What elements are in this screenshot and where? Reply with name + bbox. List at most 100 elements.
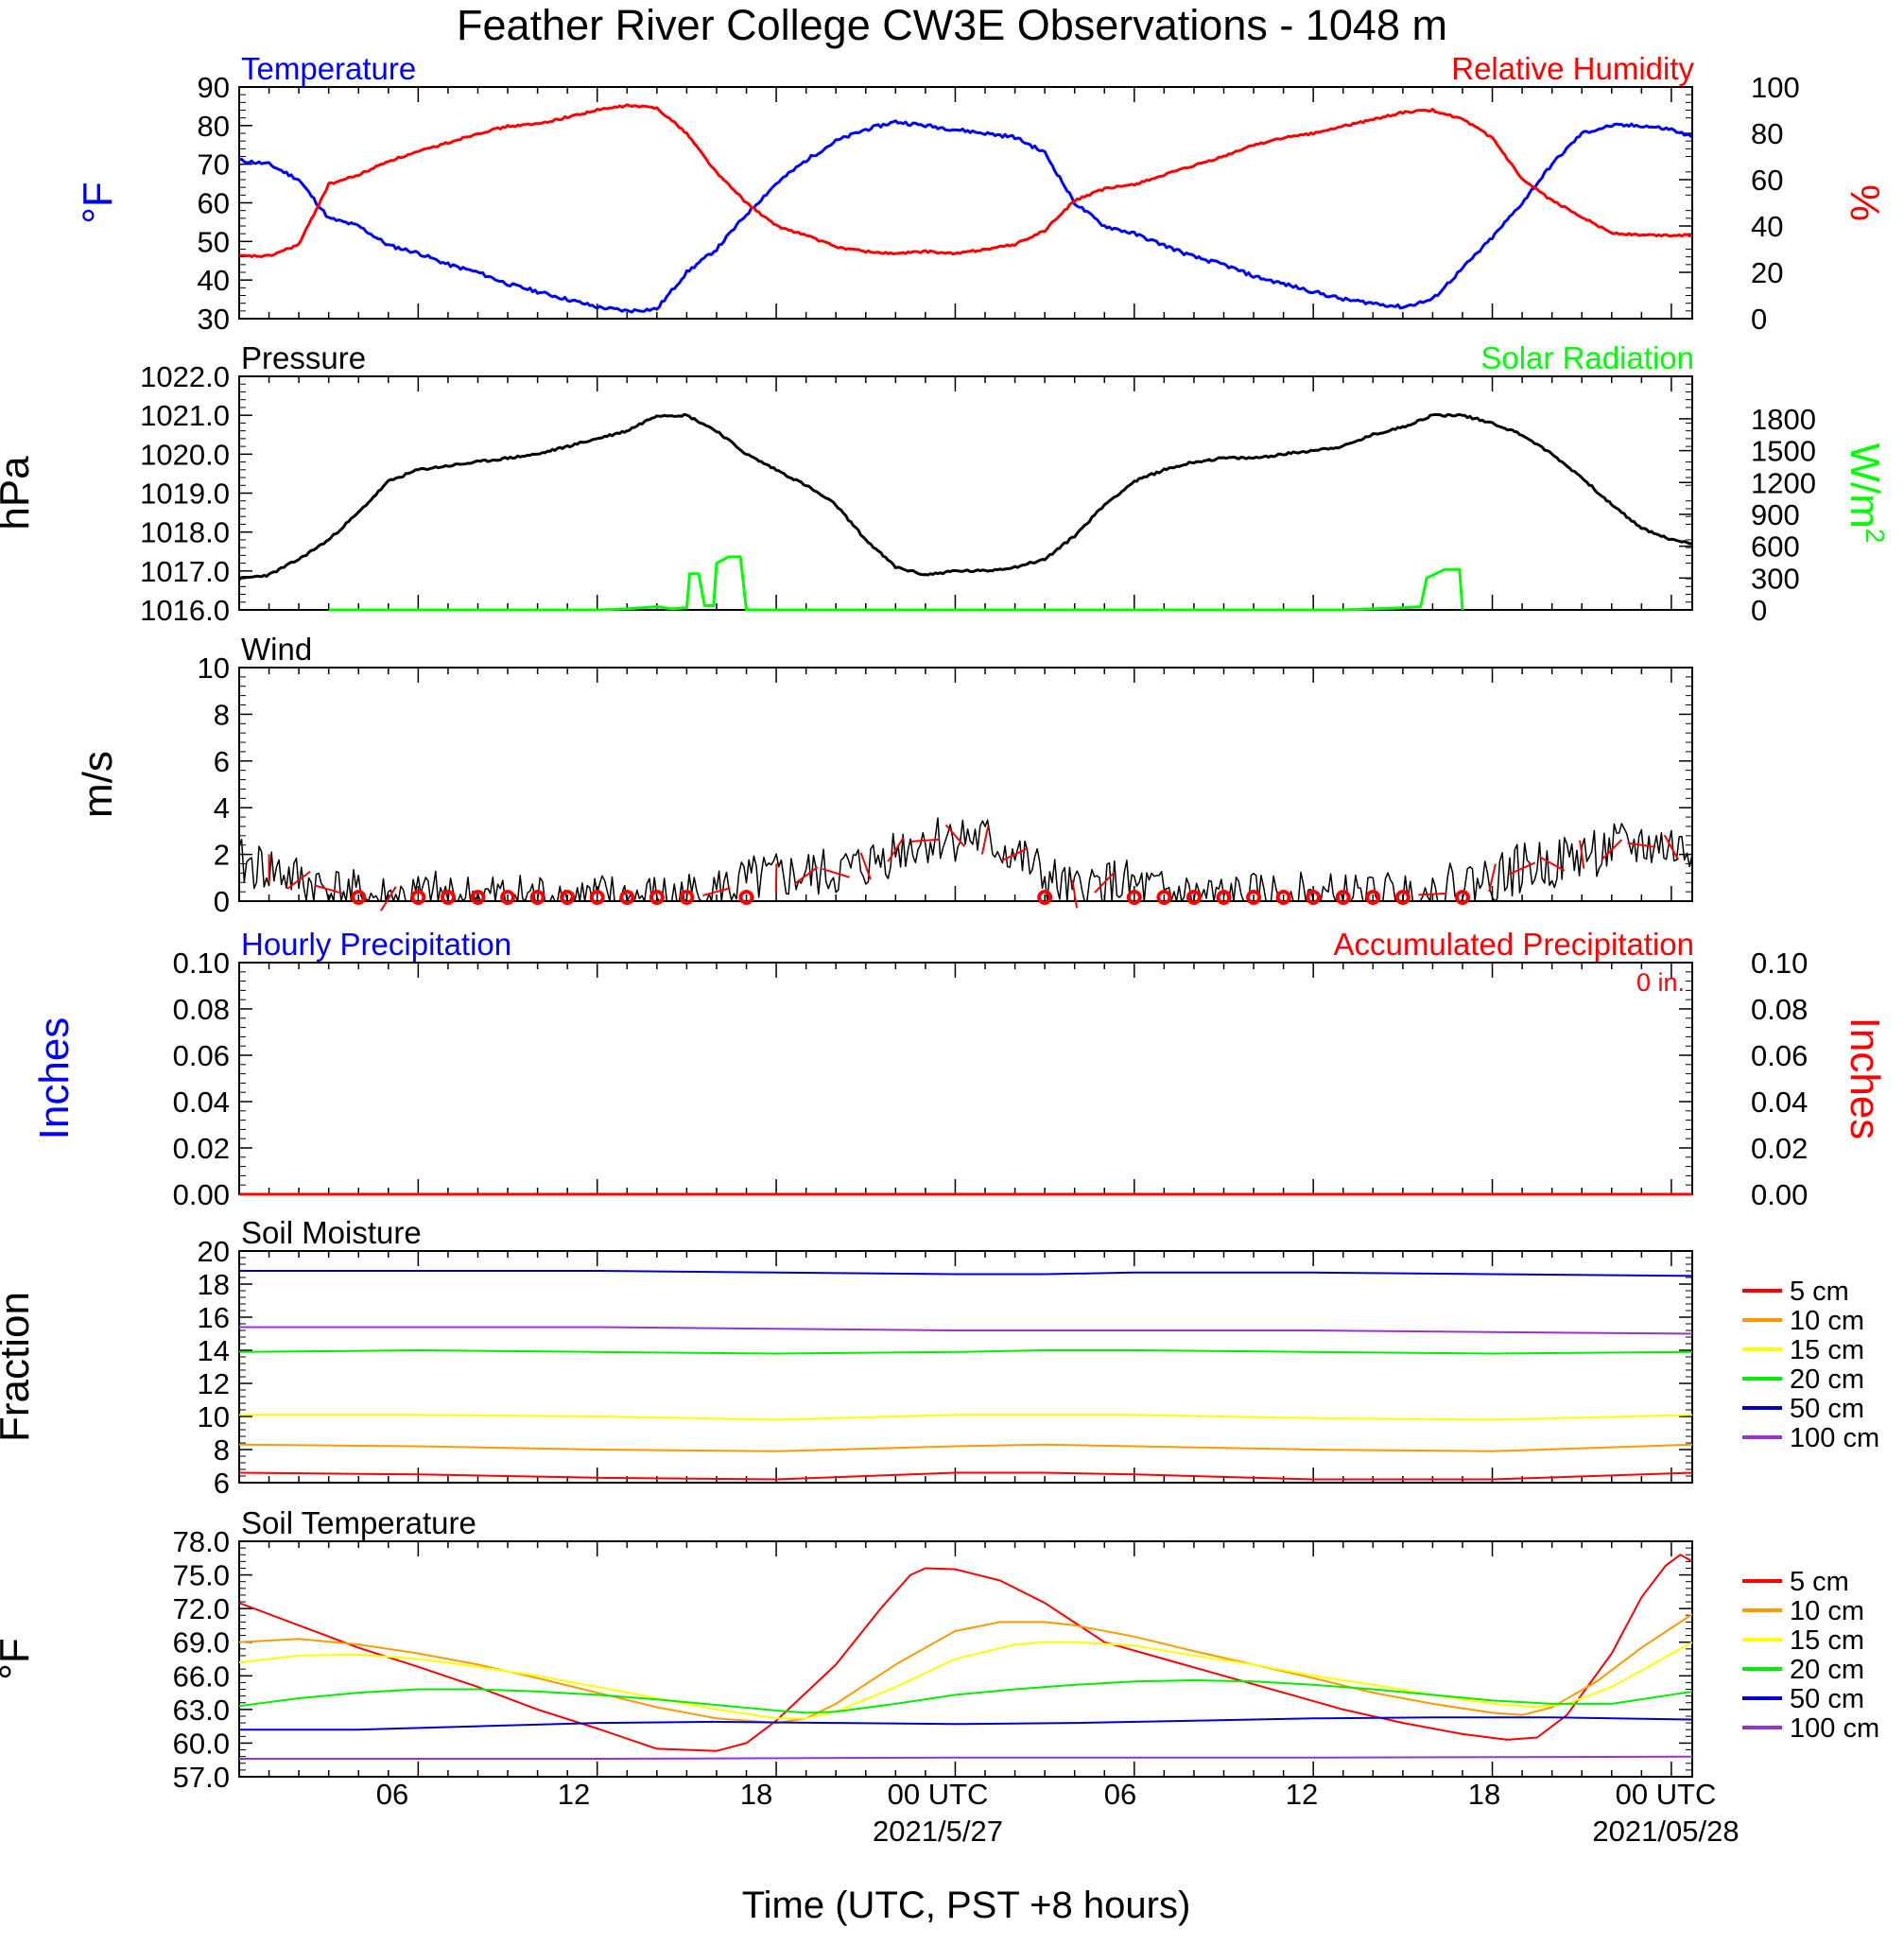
calm-wind-marker: [351, 890, 367, 905]
accum-total-label: 0 in.: [1636, 968, 1685, 997]
y-tick-label: 0.02: [173, 1132, 230, 1165]
figure-title: Feather River College CW3E Observations …: [457, 1, 1447, 49]
y-tick-label: 14: [198, 1334, 230, 1367]
series-20-cm: [238, 1679, 1693, 1714]
plot-frame: [238, 1540, 1693, 1778]
panel-title-left: Pressure: [241, 340, 366, 375]
panel-soil-temperature: 78.075.072.069.066.063.060.057.0 Soil Tem…: [0, 1505, 1879, 1794]
calm-wind-marker: [649, 890, 665, 905]
series-15-cm: [238, 1641, 1693, 1720]
y-tick-label: 1017.0: [140, 555, 230, 588]
wind-barb: [1663, 834, 1680, 860]
y-tick-label: 78.0: [173, 1525, 230, 1558]
y-tick-label-right: 60: [1751, 164, 1783, 197]
calm-wind-marker: [1246, 890, 1262, 905]
plot-frame: [238, 667, 1693, 902]
y-axis-label-right-superscript: 2: [1861, 529, 1890, 544]
y-tick-label-right: 900: [1751, 498, 1800, 531]
calm-wind-marker: [1186, 890, 1202, 905]
legend-label: 15 cm: [1790, 1625, 1864, 1656]
y-tick-label-right: 0.10: [1751, 947, 1808, 980]
y-tick-label: 60.0: [173, 1727, 230, 1760]
y-tick-label: 70: [198, 148, 230, 182]
y-tick-label-right: 40: [1751, 210, 1783, 243]
calm-wind-marker: [410, 890, 426, 905]
calm-wind-marker: [440, 890, 456, 905]
wind-barb: [1579, 840, 1585, 869]
series-10-cm: [238, 1443, 1693, 1452]
y-axis-label-left: m/s: [75, 751, 121, 818]
legend-label: 20 cm: [1790, 1655, 1864, 1685]
y-tick-label: 66.0: [173, 1659, 230, 1693]
panel-pressure-solar: 1022.0 1021.0 1020.0 1019.0 1018.0 1017.0 1016…: [0, 340, 1890, 627]
y-tick-label: 0.10: [173, 947, 230, 980]
panel-title-left: Soil Moisture: [241, 1215, 422, 1250]
calm-wind-marker: [1335, 890, 1351, 905]
y-axis-label-right: %: [1842, 184, 1888, 221]
y-tick-label: 75.0: [173, 1559, 230, 1592]
y-tick-label: 18: [198, 1268, 230, 1301]
calm-wind-marker: [589, 890, 605, 905]
calm-wind-marker: [529, 890, 545, 905]
y-tick-label: 16: [198, 1301, 230, 1334]
plot-frame: [238, 962, 1693, 1195]
panel-precip: 0.10 0.08 0.06 0.04 0.02 0.00 0.10 0.08 0.06 0.04…: [31, 927, 1888, 1211]
wind-barb: [314, 884, 343, 895]
y-tick-label: 1021.0: [140, 399, 230, 432]
legend-label: 100 cm: [1790, 1713, 1879, 1744]
y-tick-label: 6: [214, 1467, 230, 1500]
y-tick-label-right: 20: [1751, 256, 1783, 289]
x-tick-label: 12: [1286, 1778, 1318, 1811]
series-50-cm: [239, 1716, 1693, 1731]
x-axis-label: Time (UTC, PST +8 hours): [742, 1885, 1191, 1926]
y-axis-label-left: hPa: [0, 456, 38, 530]
legend-label: 15 cm: [1790, 1335, 1864, 1365]
calm-wind-marker: [738, 890, 754, 905]
legend-label: 100 cm: [1790, 1423, 1879, 1453]
series-relative-humidity: [238, 103, 1693, 258]
y-tick-label: 60: [198, 187, 230, 220]
wind-barb: [1094, 871, 1116, 894]
y-tick-label-right: 1200: [1751, 466, 1816, 499]
legend-label: 10 cm: [1790, 1306, 1864, 1336]
y-tick-label: 63.0: [173, 1694, 230, 1727]
y-tick-label-right: 0.00: [1751, 1178, 1808, 1211]
calm-wind-marker: [1365, 890, 1381, 905]
panel-title-right: Accumulated Precipitation: [1333, 927, 1694, 962]
y-tick-label: 0.08: [173, 993, 230, 1026]
y-tick-label: 0.04: [173, 1086, 230, 1119]
calm-wind-marker: [500, 890, 516, 905]
calm-wind-marker: [470, 890, 486, 905]
plot-frame: [238, 375, 1693, 611]
legend-label: 5 cm: [1790, 1277, 1849, 1307]
series-temperature: [238, 119, 1693, 314]
series-10-cm: [238, 1613, 1693, 1725]
calm-wind-marker: [560, 890, 576, 905]
series-50-cm: [239, 1270, 1693, 1277]
y-tick-label-right: 300: [1751, 562, 1800, 595]
wind-barb: [1627, 842, 1656, 848]
y-axis-label-right-text: W/m: [1842, 443, 1888, 529]
date-label: 2021/05/28: [1592, 1815, 1739, 1848]
calm-wind-marker: [1126, 890, 1142, 905]
wind-barb: [1001, 847, 1029, 861]
date-label: 2021/5/27: [873, 1815, 1003, 1848]
series-wind: [238, 817, 1693, 902]
calm-wind-marker: [1275, 890, 1291, 905]
calm-wind-marker: [1394, 890, 1411, 905]
series-pressure: [237, 412, 1693, 582]
series-15-cm: [239, 1414, 1693, 1421]
wind-barb: [980, 825, 990, 855]
panel-title-left: Wind: [241, 632, 312, 667]
wind-barb: [380, 886, 397, 912]
panel-title-right: Solar Radiation: [1480, 340, 1694, 375]
legend-label: 5 cm: [1790, 1567, 1849, 1597]
x-tick-label: 18: [740, 1778, 772, 1811]
wind-barb: [822, 868, 850, 878]
y-tick-label: 4: [214, 791, 230, 825]
wind-barb: [1539, 856, 1566, 872]
y-axis-label-right-text: %: [1842, 184, 1888, 221]
y-tick-label: 40: [198, 264, 230, 297]
y-tick-label-right: 80: [1751, 117, 1783, 150]
